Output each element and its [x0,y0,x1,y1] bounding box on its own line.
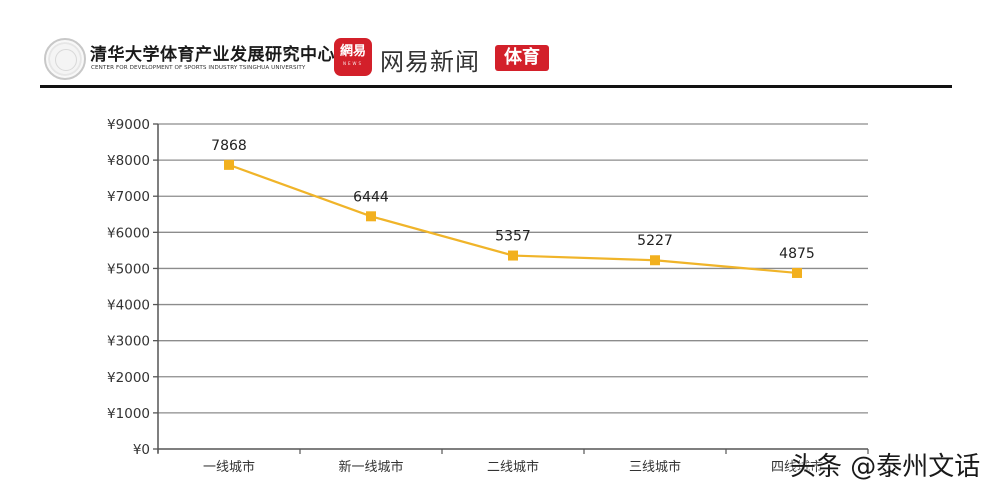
y-tick-label: ¥0 [133,442,150,458]
data-point-marker [366,211,376,222]
header-separator [40,85,952,88]
x-tick-label: 新一线城市 [338,459,403,475]
data-label: 7868 [211,138,247,154]
x-tick-label: 一线城市 [203,459,255,475]
y-tick-label: ¥3000 [107,334,150,350]
netease-logo-subtext: NEWS [342,61,363,66]
y-tick-label: ¥8000 [107,153,150,169]
tsinghua-emblem-icon [44,38,86,80]
header: 清华大学体育产业发展研究中心 CENTER FOR DEVELOPMENT OF… [0,0,1002,90]
data-label: 4875 [779,246,815,262]
x-tick-label: 二线城市 [487,459,539,475]
x-tick-label: 四线城市 [771,459,823,475]
y-tick-label: ¥7000 [107,189,150,205]
netease-news-title: 网易新闻 [380,48,480,76]
sports-badge: 体育 [495,45,549,71]
data-point-marker [224,159,234,170]
x-tick-label: 三线城市 [629,459,681,475]
y-tick-label: ¥1000 [107,406,150,422]
data-label: 5357 [495,229,531,245]
y-tick-label: ¥5000 [107,261,150,277]
netease-logo-icon: 網易 NEWS [334,38,372,76]
tsinghua-center-subtitle: CENTER FOR DEVELOPMENT OF SPORTS INDUSTR… [91,65,306,71]
data-label: 5227 [637,233,673,249]
data-point-marker [508,250,518,261]
y-tick-label: ¥9000 [107,117,150,133]
netease-logo-text: 網易 [339,44,366,59]
data-label: 6444 [353,189,389,205]
data-point-marker [792,267,802,278]
tsinghua-center-title: 清华大学体育产业发展研究中心 [90,45,335,65]
y-tick-label: ¥2000 [107,370,150,386]
data-point-marker [650,255,660,266]
y-tick-label: ¥4000 [107,298,150,314]
watermark: 头条 @泰州文话 [790,452,981,482]
y-tick-label: ¥6000 [107,225,150,241]
